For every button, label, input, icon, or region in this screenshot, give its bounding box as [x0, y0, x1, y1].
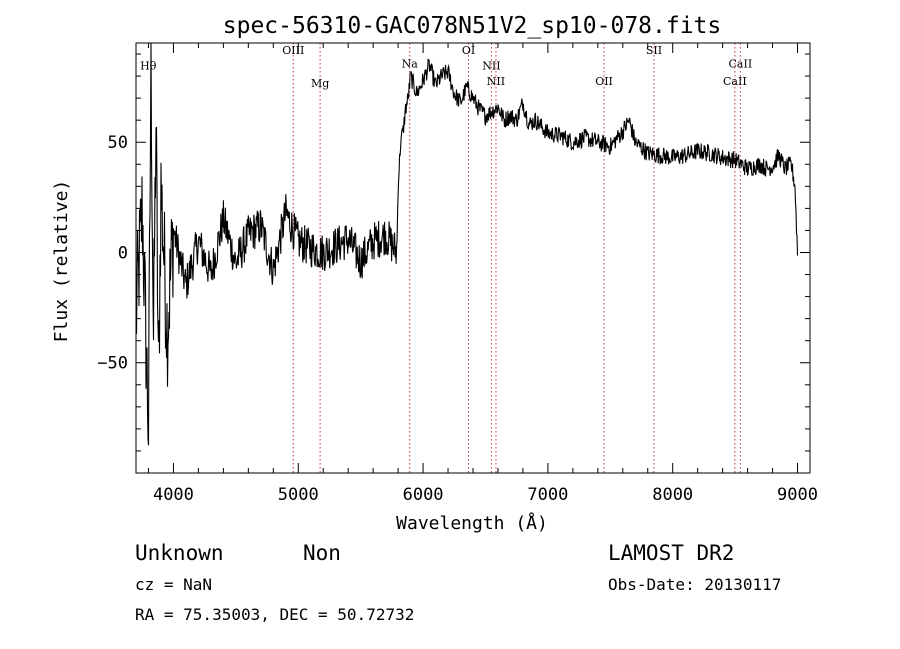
obs-date: Obs-Date: 20130117: [608, 575, 781, 594]
x-tick-label: 7000: [527, 485, 568, 505]
subclass-label: Non: [303, 541, 341, 565]
spectral-line-markers: [292, 43, 741, 473]
x-tick-label: 5000: [278, 485, 319, 505]
y-tick-label: 0: [118, 243, 128, 263]
line-label: OI: [462, 44, 475, 57]
line-label: OIII: [282, 44, 304, 57]
line-label: Hθ: [140, 59, 157, 72]
axis-ticks: 4000 5000 6000 7000 8000 9000 −50 0 50: [97, 43, 818, 505]
line-label: Na: [402, 57, 419, 70]
x-tick-label: 8000: [652, 485, 693, 505]
spectrum-line: [135, 42, 799, 446]
x-tick-label: 4000: [153, 485, 194, 505]
y-axis-label: Flux (relative): [51, 180, 72, 343]
survey-label: LAMOST DR2: [608, 541, 734, 565]
line-label: NII: [482, 59, 500, 72]
y-tick-label: −50: [97, 354, 128, 374]
line-label: CaII: [729, 57, 753, 70]
chart-title: spec-56310-GAC078N51V2_sp10-078.fits: [223, 13, 722, 39]
class-label: Unknown: [135, 541, 224, 565]
spectral-line-labels: Hθ OIII Mg Na OI NII NII OII SII CaII CaII: [140, 44, 752, 90]
line-label: OII: [595, 75, 613, 88]
line-label: Mg: [311, 77, 329, 90]
line-label: NII: [487, 75, 505, 88]
x-tick-label: 9000: [777, 485, 818, 505]
line-label: CaII: [723, 75, 747, 88]
y-tick-label: 50: [108, 133, 128, 153]
coordinates: RA = 75.35003, DEC = 50.72732: [135, 605, 414, 624]
x-tick-label: 6000: [403, 485, 444, 505]
x-axis-label: Wavelength (Å): [396, 512, 548, 534]
cz-value: cz = NaN: [135, 575, 212, 594]
line-label: SII: [646, 44, 662, 57]
